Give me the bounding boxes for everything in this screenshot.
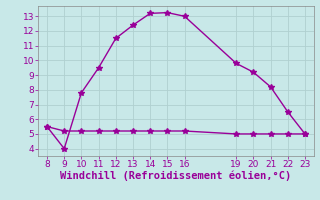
X-axis label: Windchill (Refroidissement éolien,°C): Windchill (Refroidissement éolien,°C) [60, 171, 292, 181]
